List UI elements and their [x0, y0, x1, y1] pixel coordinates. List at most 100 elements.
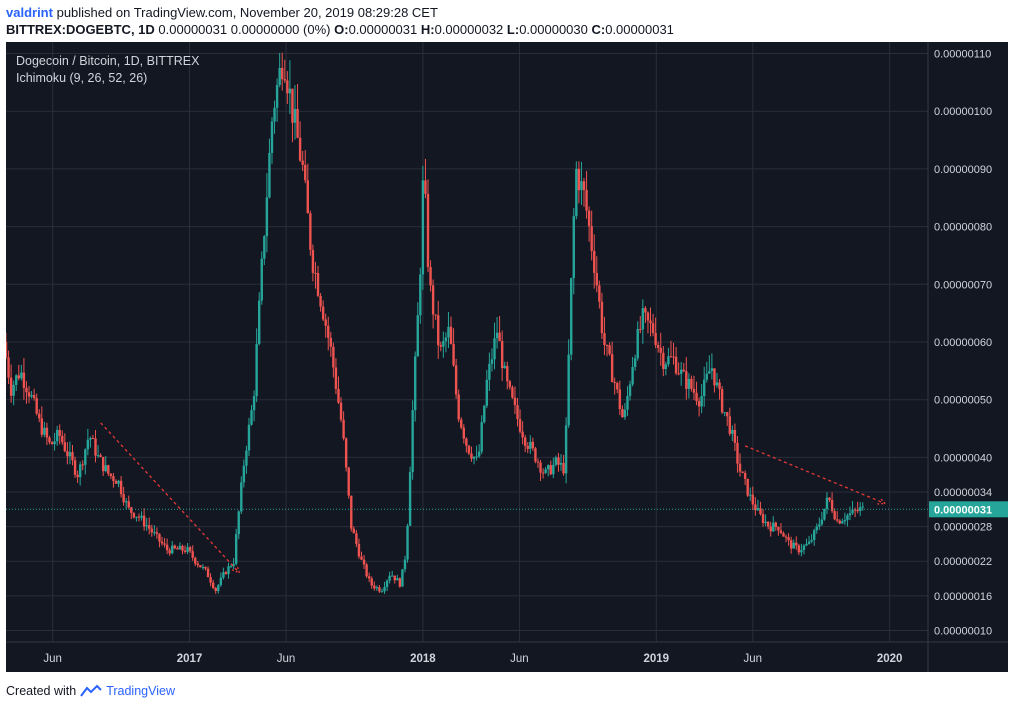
candle-down [367, 576, 371, 579]
candle-up [15, 375, 18, 385]
candle-up [700, 396, 703, 407]
candle-down [319, 295, 322, 307]
candle-up [815, 526, 818, 531]
candle-down [127, 501, 130, 508]
candle-down [132, 512, 136, 518]
candle-up [626, 396, 629, 410]
candle-down [534, 448, 537, 462]
candle-up [275, 84, 279, 108]
candle-down [434, 314, 437, 316]
price-chart[interactable]: 0.00000110 0.00000100 0.00000090 0.00000080… [4, 42, 1008, 672]
candle-down [306, 180, 309, 214]
candle-down [94, 438, 97, 456]
candle-down [350, 495, 353, 529]
tradingview-brand-link[interactable]: TradingView [106, 684, 175, 698]
candle-up [257, 300, 261, 345]
candle-down [173, 545, 176, 549]
candle-down [142, 515, 146, 527]
candle-down [677, 373, 680, 375]
candle-up [388, 575, 391, 581]
candle-down [148, 525, 151, 529]
candle-down [122, 494, 125, 503]
candle-down [526, 445, 529, 449]
candle-up [580, 181, 583, 191]
candle-down [685, 371, 688, 389]
candle-up [153, 532, 156, 534]
candle-down [61, 435, 64, 443]
candle-down [718, 382, 721, 390]
candle-up [78, 464, 82, 478]
candle-up [723, 412, 726, 414]
candle-up [245, 450, 248, 466]
candle-up [135, 516, 138, 518]
candle-down [281, 67, 284, 80]
candle-down [741, 471, 744, 473]
candle-down [662, 352, 665, 370]
candle-down [107, 465, 110, 474]
candle-down [101, 456, 105, 472]
candle-down [50, 442, 54, 445]
candle-down [598, 285, 601, 302]
author-link[interactable]: valdrint [6, 5, 53, 20]
candle-down [9, 377, 13, 396]
candle-down [754, 504, 757, 511]
chart-area[interactable]: 0.00000110 0.00000100 0.00000090 0.00000080… [4, 42, 1008, 672]
candle-up [273, 107, 276, 122]
candle-up [802, 545, 806, 550]
candle-down [40, 418, 44, 435]
candle-down [71, 452, 74, 461]
candle-down [327, 325, 330, 338]
candle-down [344, 438, 348, 468]
candle-down [298, 137, 302, 161]
candle-up [401, 569, 404, 587]
publish-line: valdrint published on TradingView.com, N… [6, 4, 674, 21]
legend-indicator: Ichimoku (9, 26, 52, 26) [16, 71, 148, 85]
candle-down [76, 474, 79, 478]
candle-up [444, 337, 448, 342]
candle-down [511, 387, 514, 398]
close-value: 0.00000031 [605, 22, 674, 37]
candle-up [861, 506, 864, 508]
candle-down [587, 210, 591, 227]
candle-down [682, 369, 685, 372]
candle-down [27, 392, 31, 397]
candle-up [807, 541, 811, 544]
candle-down [605, 344, 609, 346]
candle-down [457, 394, 460, 420]
candle-down [523, 437, 527, 446]
candle-down [439, 345, 442, 347]
candle-up [252, 396, 256, 411]
y-tick-label: 0.00000050 [934, 395, 992, 407]
x-tick-label: Jun [744, 653, 763, 665]
candle-down [766, 521, 770, 527]
candle-down [462, 427, 466, 439]
candle-up [547, 465, 550, 470]
candle-down [784, 536, 788, 538]
candle-down [224, 572, 228, 575]
candle-down [720, 389, 724, 413]
candle-down [506, 365, 509, 382]
candle-up [288, 88, 292, 94]
candle-down [214, 588, 217, 591]
candle-down [114, 480, 118, 484]
candle-up [805, 543, 808, 546]
candle-up [186, 547, 189, 552]
open-value: 0.00000031 [348, 22, 418, 37]
candle-up [30, 395, 33, 397]
change-value: 0.00000000 (0%) [230, 22, 331, 37]
candle-down [4, 342, 8, 358]
candle-up [664, 364, 668, 370]
candle-up [843, 519, 847, 522]
candle-up [477, 451, 481, 457]
candle-down [373, 585, 376, 589]
candle-down [828, 497, 831, 501]
candle-up [552, 464, 555, 475]
candle-down [518, 419, 522, 432]
trendline[interactable] [100, 422, 240, 574]
candle-up [104, 465, 107, 472]
candle-down [452, 343, 455, 366]
candle-down [283, 79, 286, 81]
published-text: published on TradingView.com, November 2… [56, 5, 438, 20]
candle-down [733, 429, 737, 443]
trendline[interactable] [744, 445, 886, 505]
